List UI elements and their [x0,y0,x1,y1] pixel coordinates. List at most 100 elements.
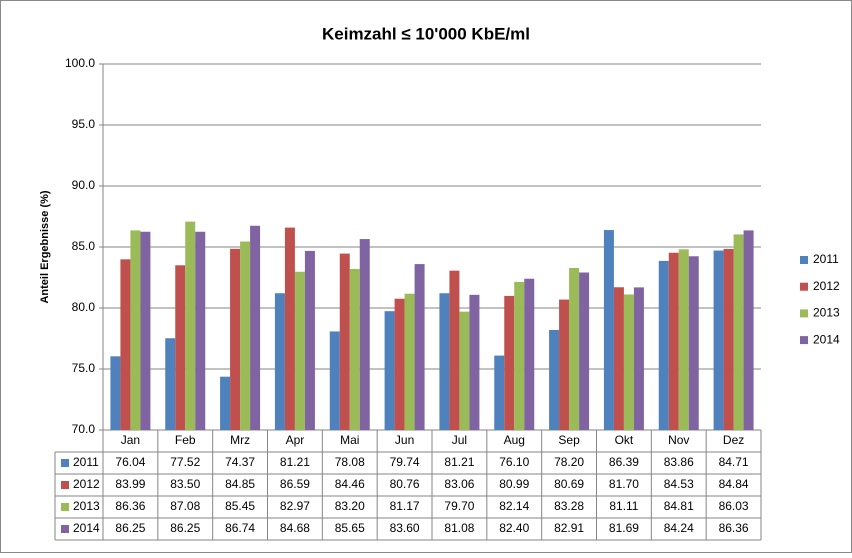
table-cell: 82.97 [280,499,310,513]
bar [579,272,590,430]
bar [230,248,241,430]
bar [623,294,634,430]
x-tick-label: Mrz [230,433,250,447]
bar [494,355,505,430]
table-cell: 85.65 [335,521,365,535]
table-cell: 85.45 [225,499,255,513]
bar [195,231,206,430]
legend-label: 2014 [813,332,840,346]
bar [733,234,744,430]
table-cell: 80.99 [499,477,529,491]
bar [743,230,754,430]
x-tick-label: Jul [452,433,467,447]
table-cell: 83.20 [335,499,365,513]
x-tick-label: Apr [286,433,305,447]
table-cell: 80.76 [390,477,420,491]
bar [439,293,450,430]
table-row-label: 2014 [73,521,100,535]
bar [613,287,624,430]
table-cell: 83.06 [444,477,474,491]
legend-key [800,336,808,345]
table-legend-key [61,481,69,489]
table-row-label: 2011 [73,455,99,469]
y-tick-label: 75.0 [72,361,96,375]
table-cell: 84.53 [664,477,694,491]
table-cell: 81.17 [390,499,420,513]
bar [504,295,515,430]
bar [658,260,669,430]
table-cell: 77.52 [170,455,200,469]
y-tick-label: 80.0 [72,300,96,314]
table-legend-key [61,503,69,511]
table-cell: 81.69 [609,521,639,535]
table-cell: 79.74 [390,455,420,469]
legend-label: 2013 [813,306,840,320]
bar [220,376,231,430]
table-cell: 83.50 [170,477,200,491]
legend-key [800,256,808,264]
bar [678,249,689,430]
bar [140,231,151,430]
table-cell: 81.21 [280,455,310,469]
x-tick-label: Jun [395,433,414,447]
x-tick-label: Mai [340,433,359,447]
table-cell: 83.99 [115,477,145,491]
table-cell: 84.84 [719,477,749,491]
table-cell: 83.28 [554,499,584,513]
bar [304,250,315,430]
x-tick-label: Dez [723,433,744,447]
table-cell: 82.91 [554,521,584,535]
bar [110,356,121,430]
bar [723,248,734,430]
x-tick-label: Aug [504,433,525,447]
bar [240,241,251,430]
bar [414,264,425,430]
bar [339,253,350,430]
table-cell: 84.24 [664,521,694,535]
y-tick-label: 85.0 [72,239,96,253]
x-tick-label: Jan [121,433,140,447]
bar [359,239,370,430]
bar [633,287,644,430]
y-tick-label: 70.0 [72,422,96,436]
table-cell: 76.04 [115,455,145,469]
bar [274,293,285,430]
x-tick-label: Sep [558,433,580,447]
bar [559,299,570,430]
legend-key [800,309,808,318]
table-cell: 78.20 [554,455,584,469]
table-cell: 84.85 [225,477,255,491]
table-cell: 76.10 [499,455,529,469]
y-tick-label: 100.0 [65,56,95,70]
table-cell: 80.69 [554,477,584,491]
table-cell: 84.81 [664,499,694,513]
bar [284,227,295,430]
bar [175,265,186,430]
table-cell: 86.59 [280,477,310,491]
bar [185,221,196,430]
bar [469,294,480,430]
y-tick-label: 95.0 [72,117,96,131]
table-cell: 86.25 [115,521,145,535]
table-cell: 86.03 [719,499,749,513]
bar [329,331,340,430]
bar [603,230,614,430]
bar [120,259,131,430]
bar [549,329,560,430]
bar [688,256,699,430]
y-axis-label: Anteil Ergebnisse (%) [39,190,51,303]
table-row-label: 2013 [73,499,100,513]
bar [349,268,360,430]
bar [384,311,395,430]
table-cell: 84.68 [280,521,310,535]
table-cell: 84.46 [335,477,365,491]
x-tick-label: Feb [175,433,196,447]
table-cell: 86.36 [115,499,145,513]
table-cell: 81.70 [609,477,639,491]
x-tick-label: Okt [615,433,634,447]
table-cell: 81.08 [444,521,474,535]
bar [449,270,460,430]
table-cell: 83.86 [664,455,694,469]
table-cell: 86.25 [170,521,200,535]
legend-label: 2011 [813,252,839,266]
